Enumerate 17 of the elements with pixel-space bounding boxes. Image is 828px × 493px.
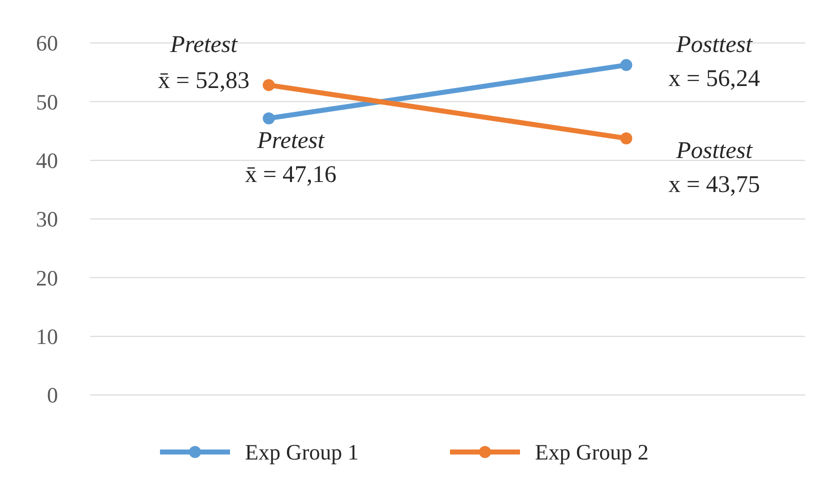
y-tick-label: 40	[36, 148, 58, 174]
y-tick-label: 10	[36, 324, 58, 350]
point	[620, 59, 632, 72]
point	[262, 79, 275, 92]
y-tick-label: 20	[36, 265, 58, 290]
annotation: Posttest x = 43,75	[668, 138, 760, 198]
annotation: Pretest x̄ = 47,16	[244, 128, 337, 188]
y-tick-label: 30	[36, 206, 58, 232]
y-tick-label: 0	[47, 382, 58, 408]
point	[620, 132, 632, 144]
y-tick-label: 60	[36, 30, 58, 56]
point	[262, 112, 275, 124]
legend-label: Exp Group 1	[245, 440, 359, 465]
annotation: Pretest x̄ = 52,83	[158, 32, 250, 94]
annotation: Posttest x = 56,24	[668, 32, 760, 92]
legend-label: Exp Group 2	[535, 440, 649, 465]
y-tick-label: 50	[36, 89, 58, 114]
